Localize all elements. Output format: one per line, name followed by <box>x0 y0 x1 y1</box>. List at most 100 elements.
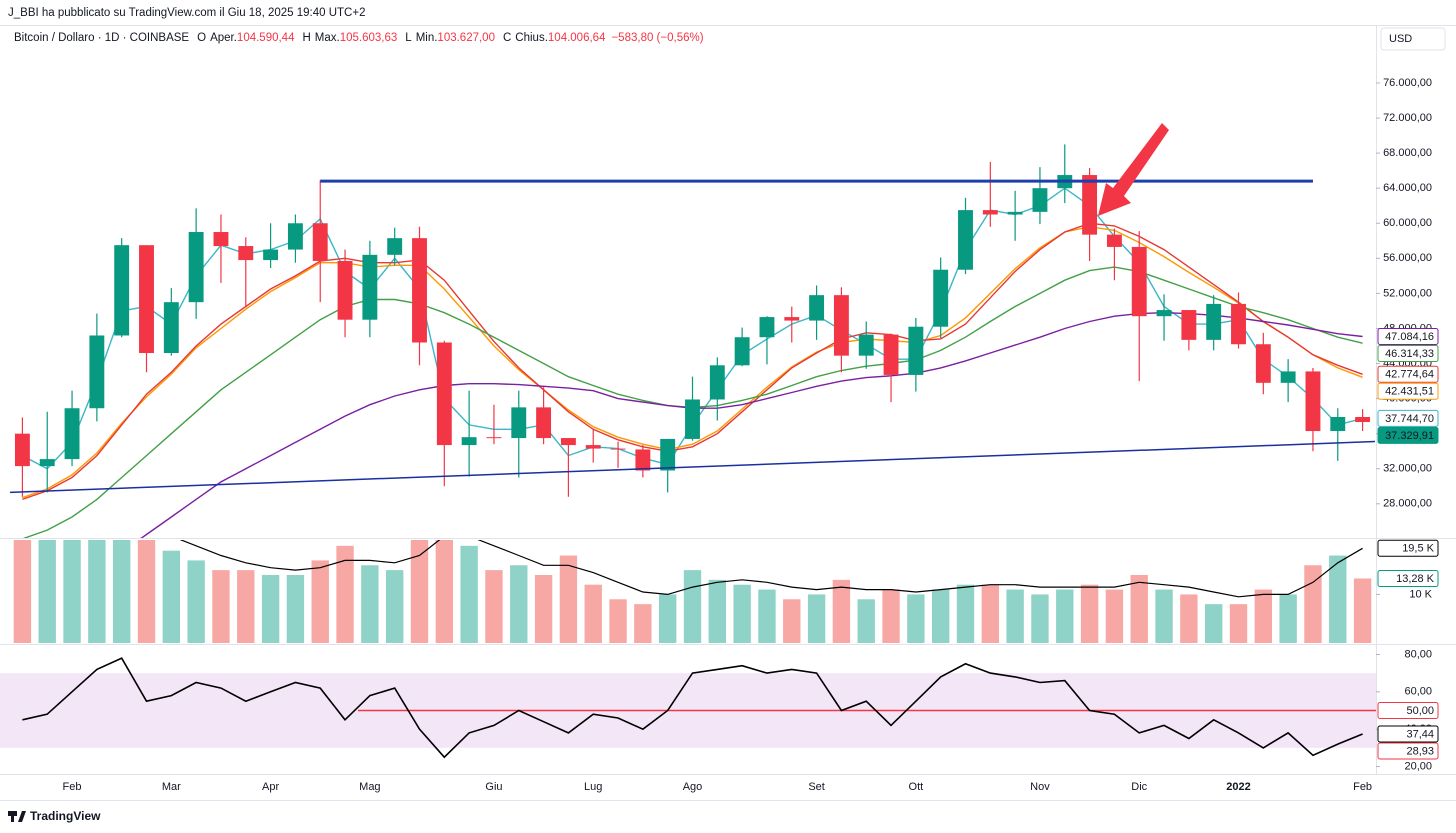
x-tick-label: Feb <box>63 781 82 793</box>
ohlc-key: L <box>405 32 412 44</box>
candle-body <box>14 433 30 467</box>
logo-mark <box>11 811 14 822</box>
volume-bar <box>212 570 230 643</box>
candle-body <box>263 249 279 261</box>
candle-body <box>436 342 452 446</box>
candle-body <box>585 445 601 449</box>
volume-bar <box>510 565 528 643</box>
candle-body <box>784 317 800 321</box>
currency-button[interactable] <box>1380 27 1446 51</box>
volume-bar <box>187 560 205 643</box>
candle-body <box>883 334 899 375</box>
volume-bar <box>1080 584 1099 643</box>
candle-body <box>213 232 229 247</box>
candle-body <box>660 438 676 471</box>
candle-body <box>759 317 775 338</box>
volume-bar <box>460 545 478 643</box>
value-label-box <box>1377 569 1439 587</box>
value-label-box <box>1377 539 1439 557</box>
candle-body <box>560 438 576 446</box>
volume-bar <box>1180 594 1198 643</box>
indicator-line <box>22 657 1363 759</box>
candle-body <box>1330 417 1346 432</box>
y-tick-label: 32.000,00 <box>1383 463 1432 475</box>
candle-body <box>39 459 55 467</box>
candle-body <box>685 399 700 439</box>
candle-body <box>958 210 973 270</box>
volume-bar <box>1155 589 1173 643</box>
candle-body <box>1206 303 1222 340</box>
volume-bar <box>559 555 578 643</box>
price-pane <box>9 144 1376 538</box>
volume-bar <box>1229 604 1248 643</box>
logo-mark <box>18 811 26 822</box>
volume-bar <box>1130 574 1148 643</box>
value-label-box <box>1377 426 1439 444</box>
x-tick-label: Ago <box>683 781 703 793</box>
ohlc-value: 103.627,00 <box>437 32 495 44</box>
y-tick-label: 60.000,00 <box>1383 217 1432 229</box>
candle-body <box>412 238 427 343</box>
arrow-annotation <box>1098 123 1169 216</box>
x-tick-label: 2022 <box>1226 781 1250 793</box>
value-label: 37.329,91 <box>1385 430 1434 442</box>
y-tick-label: 64.000,00 <box>1383 182 1432 194</box>
candle-body <box>337 260 353 320</box>
volume-bar <box>435 540 454 643</box>
brand: TradingView <box>30 809 101 823</box>
y-tick-label: 76.000,00 <box>1383 77 1432 89</box>
volume-bar <box>956 584 975 643</box>
volume-bar <box>112 540 131 643</box>
logo <box>8 811 26 822</box>
volume-bar <box>1056 589 1074 643</box>
value-label: 50,00 <box>1406 705 1434 717</box>
candle-body <box>1106 234 1122 247</box>
x-tick-label: Mar <box>162 781 181 793</box>
volume-bar <box>1031 594 1049 643</box>
candle-body <box>1305 371 1321 432</box>
value-label: 42.774,64 <box>1385 369 1434 381</box>
published-note: J_BBI ha pubblicato su TradingView.com i… <box>8 7 365 19</box>
symbol: Bitcoin / Dollaro · 1D · COINBASE <box>14 32 189 44</box>
x-tick-label: Apr <box>262 781 279 793</box>
volume-bar <box>1329 555 1347 643</box>
currency[interactable]: USD <box>1389 33 1412 45</box>
volume-bar <box>683 570 702 643</box>
ohlc-name: Aper. <box>210 32 237 44</box>
volume-bar <box>1204 604 1223 643</box>
volume-bar <box>361 565 379 643</box>
ohlc-value: 104.006,64 <box>548 32 606 44</box>
x-tick-label: Nov <box>1030 781 1050 793</box>
candle-body <box>833 295 849 356</box>
indicator-line <box>140 311 1363 538</box>
candle-body <box>238 246 254 261</box>
candle-body <box>1255 344 1271 383</box>
candle-body <box>362 254 378 320</box>
value-label-box <box>1377 702 1439 719</box>
volume-bar <box>88 540 106 643</box>
volume-bar <box>1353 578 1372 643</box>
volume-bar <box>634 604 652 643</box>
value-label: 37.744,70 <box>1385 413 1434 425</box>
y-tick-label: 72.000,00 <box>1383 112 1432 124</box>
volume-bar <box>13 540 32 643</box>
y-tick-label: 28.000,00 <box>1383 498 1432 510</box>
candle-body <box>64 408 80 460</box>
candle-body <box>982 210 998 215</box>
value-label-box <box>1377 365 1439 383</box>
volume-bar <box>137 540 156 643</box>
candle-body <box>908 326 924 375</box>
x-tick-label: Dic <box>1131 781 1147 793</box>
value-label: 28,93 <box>1406 745 1434 757</box>
candle-body <box>114 245 130 336</box>
y-tick-label: 56.000,00 <box>1383 252 1432 264</box>
volume-bar <box>534 574 553 643</box>
ohlc-value: 104.590,44 <box>237 32 295 44</box>
candle-body <box>139 245 154 354</box>
volume-bar <box>658 594 677 643</box>
x-tick-label: Mag <box>359 781 380 793</box>
rsi-pane <box>0 657 1376 759</box>
volume-bar <box>1105 589 1124 643</box>
x-tick-label: Giu <box>485 781 502 793</box>
volume-bar <box>609 599 627 643</box>
